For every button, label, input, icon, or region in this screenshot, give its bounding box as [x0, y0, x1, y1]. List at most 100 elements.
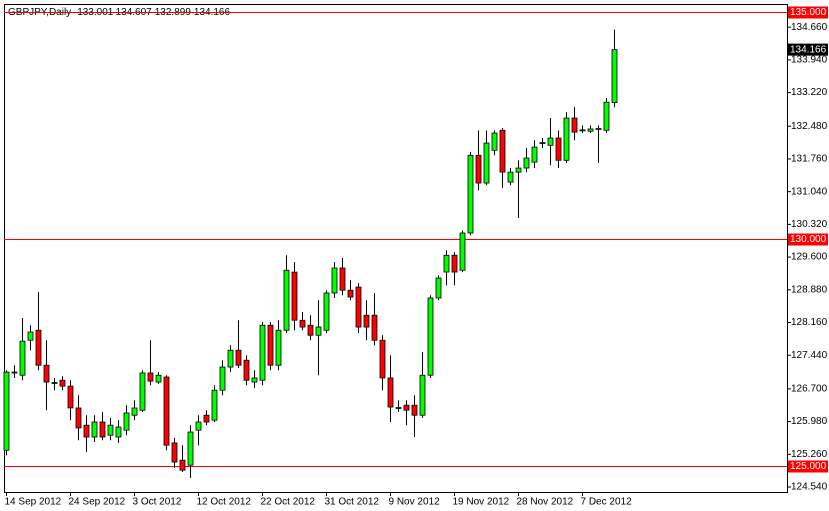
candle-body — [435, 277, 442, 299]
candle-body — [19, 340, 26, 376]
candle-body — [355, 286, 362, 328]
candle-body — [451, 254, 458, 273]
candle-body — [331, 267, 338, 294]
candle-body — [163, 376, 170, 446]
y-tick-label: 124.540 — [791, 482, 828, 493]
candle-body — [75, 407, 82, 429]
candle-body — [51, 382, 58, 384]
level-label-box — [788, 233, 828, 246]
candle-body — [523, 157, 530, 169]
y-tick-label: 127.440 — [791, 350, 828, 361]
candle-body — [59, 379, 66, 387]
candle-body — [43, 364, 50, 383]
y-tick-label: 129.600 — [791, 252, 828, 263]
candle-body — [459, 232, 466, 271]
candle-body — [251, 377, 258, 383]
candle-body — [35, 329, 42, 366]
candle-body — [275, 329, 282, 366]
level-label: 135.000 — [790, 7, 827, 18]
y-tick-label: 133.220 — [791, 87, 828, 98]
x-tick-label: 24 Sep 2012 — [69, 497, 126, 508]
candle-body — [131, 407, 138, 416]
candle-body — [291, 271, 298, 321]
y-tick-label: 130.320 — [791, 219, 828, 230]
y-tick-label: 128.160 — [791, 317, 828, 328]
candle-body — [211, 389, 218, 421]
x-tick-label: 22 Oct 2012 — [261, 497, 316, 508]
x-tick-label: 28 Nov 2012 — [517, 497, 574, 508]
candle-body — [339, 267, 346, 291]
x-tick-label: 14 Sep 2012 — [5, 497, 62, 508]
candle-body — [243, 359, 250, 381]
candle-body — [499, 129, 506, 173]
candle-body — [123, 412, 130, 431]
candle-body — [259, 324, 266, 381]
candle-body — [595, 128, 602, 130]
candle-body — [235, 349, 242, 366]
candle-body — [411, 404, 418, 416]
candle-body — [187, 431, 194, 466]
candle-body — [475, 154, 482, 184]
plot-frame — [4, 4, 788, 493]
candle-body — [539, 142, 546, 144]
candle-body — [107, 424, 114, 436]
level-label: 125.000 — [790, 461, 827, 472]
level-label-box — [788, 460, 828, 473]
candle-body — [427, 297, 434, 376]
price-label: 134.166 — [790, 44, 827, 55]
candle-body — [555, 137, 562, 161]
candle-body — [371, 314, 378, 341]
x-tick-label: 7 Dec 2012 — [581, 497, 633, 508]
candle-body — [323, 292, 330, 331]
x-tick-label: 19 Nov 2012 — [453, 497, 510, 508]
candle-body — [603, 101, 610, 131]
candle-body — [587, 128, 594, 132]
candle-body — [443, 254, 450, 273]
price-label-box — [788, 43, 828, 56]
candle-body — [219, 366, 226, 391]
level-label: 130.000 — [790, 234, 827, 245]
candle-body — [563, 117, 570, 161]
candle-body — [307, 324, 314, 336]
y-tick-label: 125.980 — [791, 416, 828, 427]
candle-body — [155, 374, 162, 383]
candle-body — [403, 404, 410, 411]
candle-body — [195, 421, 202, 431]
candle-body — [139, 372, 146, 411]
candle-body — [467, 154, 474, 234]
candle-body — [531, 146, 538, 163]
y-tick-label: 126.700 — [791, 383, 828, 394]
candle-body — [147, 372, 154, 382]
candle-body — [483, 142, 490, 184]
candle-body — [67, 385, 74, 409]
candle-body — [283, 269, 290, 331]
candle-body — [83, 424, 90, 438]
candle-body — [227, 349, 234, 368]
candle-body — [515, 167, 522, 173]
level-label-box — [788, 6, 828, 19]
candle-body — [547, 137, 554, 146]
candle-body — [3, 371, 10, 451]
y-tick-label: 131.760 — [791, 154, 828, 165]
candle-body — [571, 117, 578, 133]
candle-body — [347, 289, 354, 298]
candle-body — [579, 129, 586, 132]
candle-body — [115, 426, 122, 438]
x-tick-label: 9 Nov 2012 — [389, 497, 441, 508]
candle-body — [419, 374, 426, 416]
candle-body — [387, 377, 394, 408]
candle-body — [379, 339, 386, 379]
candle-body — [99, 421, 106, 438]
candle-body — [27, 331, 34, 341]
candle-body — [299, 319, 306, 328]
candle-body — [203, 414, 210, 423]
y-tick-label: 128.880 — [791, 284, 828, 295]
candle-body — [171, 442, 178, 463]
candle-body — [91, 421, 98, 438]
y-tick-label: 133.940 — [791, 55, 828, 66]
y-tick-label: 131.040 — [791, 186, 828, 197]
candle-body — [363, 314, 370, 328]
y-tick-label: 134.660 — [791, 22, 828, 33]
x-tick-label: 31 Oct 2012 — [325, 497, 380, 508]
